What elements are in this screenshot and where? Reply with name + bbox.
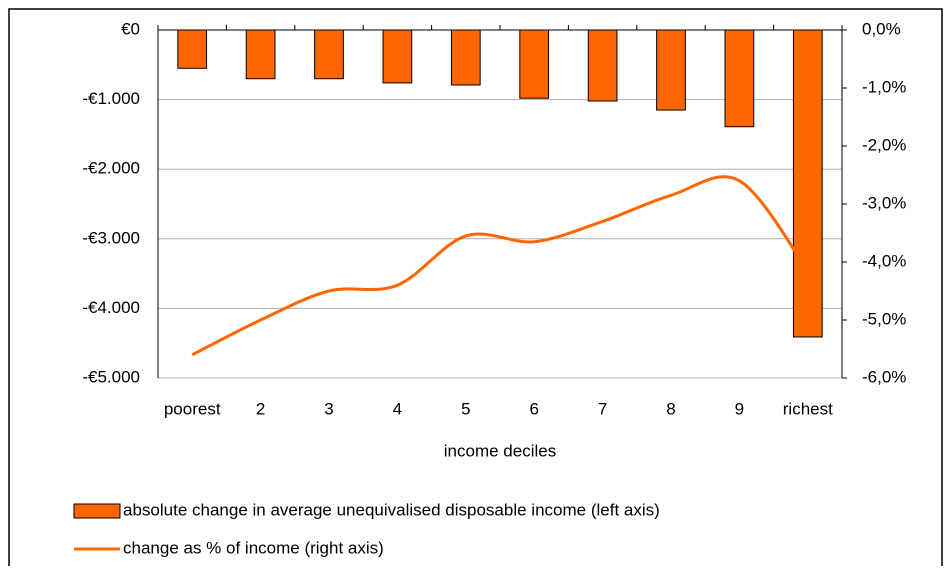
y2-tick-label: -2,0% [862,135,906,154]
y-tick-label: €0 [121,19,140,38]
bar [245,29,276,80]
legend-label: change as % of income (right axis) [123,538,384,557]
bar [656,29,686,111]
y-tick-label: -€3.000 [82,228,140,247]
bar [177,29,208,69]
x-tick-label: 5 [461,399,470,418]
bar [382,29,413,84]
y2-tick-label: 0,0% [862,19,901,38]
x-tick-label: richest [783,399,833,418]
legend-label: absolute change in average unequivalised… [123,500,660,519]
y2-tick-label: -6,0% [862,367,906,386]
x-tick-label: poorest [164,399,221,418]
line [191,175,809,357]
y2-tick-label: -1,0% [862,77,906,96]
x-tick-label: 9 [735,399,744,418]
bar [724,29,755,128]
x-tick-label: 3 [324,399,333,418]
bar [314,29,344,80]
y-tick-label: -€5.000 [82,367,140,386]
legend-swatch [73,503,121,519]
x-tick-label: 7 [598,399,607,418]
y-tick-label: -€1.000 [82,89,140,108]
y-tick-label: -€2.000 [82,159,140,178]
x-tick-label: 6 [529,399,538,418]
x-tick-label: 4 [393,399,402,418]
bar [450,29,481,86]
y2-tick-label: -3,0% [862,193,906,212]
x-tick-label: 8 [666,399,675,418]
x-tick-label: 2 [256,399,265,418]
y2-tick-label: -4,0% [862,251,906,270]
x-axis-label: income deciles [444,441,556,460]
bar [792,29,823,338]
y-tick-label: -€4.000 [82,298,140,317]
bar [519,29,550,99]
bar [587,29,618,102]
y2-tick-label: -5,0% [862,309,906,328]
